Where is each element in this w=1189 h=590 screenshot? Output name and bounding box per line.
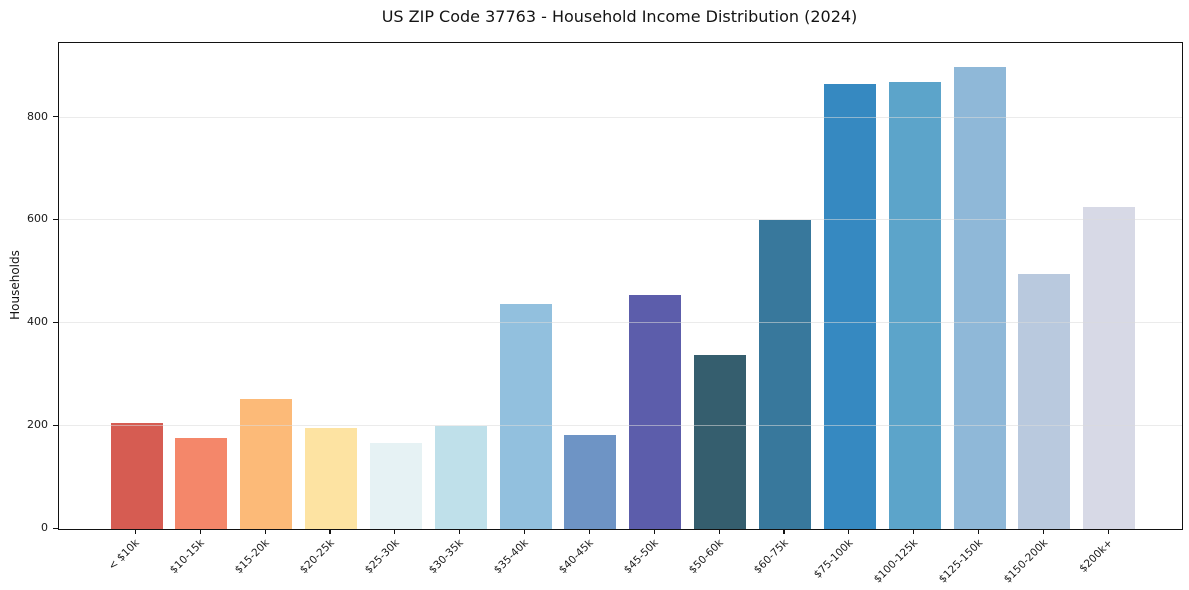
x-tick-label: $125-150k [936,537,986,586]
gridline-400 [59,322,1182,324]
y-tick-label: 800 [27,109,48,123]
gridline-200 [59,425,1182,427]
x-tick-label: $60-75k [751,537,791,577]
y-tick-mark [53,424,58,426]
x-tick-mark [1042,529,1044,534]
bar-$15-20k [240,399,293,529]
x-tick-label: $150-200k [1001,537,1050,586]
y-tick-label: 600 [27,212,48,226]
bar-$30-35k [434,426,487,529]
x-tick-mark [264,529,266,534]
x-tick-mark [394,529,396,534]
y-tick-mark [53,116,58,118]
x-tick-mark [783,529,785,534]
x-tick-label: $30-35k [427,537,467,577]
bar-$10-15k [175,437,228,529]
bar-$45-50k [629,294,682,529]
gridline-600 [59,219,1182,221]
x-tick-label: $50-60k [686,537,726,577]
y-tick-label: 400 [27,315,48,329]
x-tick-mark [329,529,331,534]
x-tick-label: < $10k [106,537,142,573]
x-tick-label: $45-50k [621,537,661,577]
x-tick-label: $75-100k [811,537,856,581]
bar-$35-40k [499,304,552,529]
x-tick-mark [459,529,461,534]
x-tick-mark [977,529,980,534]
x-tick-mark [588,529,591,534]
x-tick-label: $10-15k [167,537,207,577]
x-tick-label: $40-45k [556,537,596,577]
bar-$75-100k [823,84,876,529]
x-tick-mark [718,529,720,534]
bar-$200k+ [1083,207,1136,529]
x-tick-label: $200k+ [1076,537,1115,575]
plot-area [58,42,1183,530]
bar-$40-45k [564,434,617,529]
x-tick-mark [913,529,915,534]
bar-$50-60k [694,355,747,529]
chart-title: US ZIP Code 37763 - Household Income Dis… [381,7,858,26]
x-tick-mark [1107,529,1109,534]
x-tick-mark [653,529,655,534]
x-tick-label: $35-40k [492,537,532,577]
x-tick-mark [134,529,137,534]
y-tick-label: 0 [41,521,48,534]
y-tick-mark [53,527,58,529]
bar-$25-30k [369,442,422,529]
y-tick-mark [53,218,58,221]
x-tick-label: $15-20k [232,537,272,577]
bar-$20-25k [305,427,358,529]
x-tick-label: $100-125k [871,537,921,586]
bar-$60-75k [759,220,811,529]
x-tick-mark [199,529,201,534]
x-tick-label: $20-25k [297,537,337,577]
gridline-800 [59,116,1182,118]
y-tick-label: 200 [27,418,48,432]
x-tick-mark [524,529,526,534]
bar-< $10k [110,422,163,529]
x-tick-mark [848,529,850,534]
bar-$125-150k [953,67,1006,529]
bar-$150-200k [1018,273,1071,529]
y-tick-mark [53,321,58,323]
x-tick-label: $25-30k [362,537,402,577]
bar-$100-125k [888,81,941,529]
